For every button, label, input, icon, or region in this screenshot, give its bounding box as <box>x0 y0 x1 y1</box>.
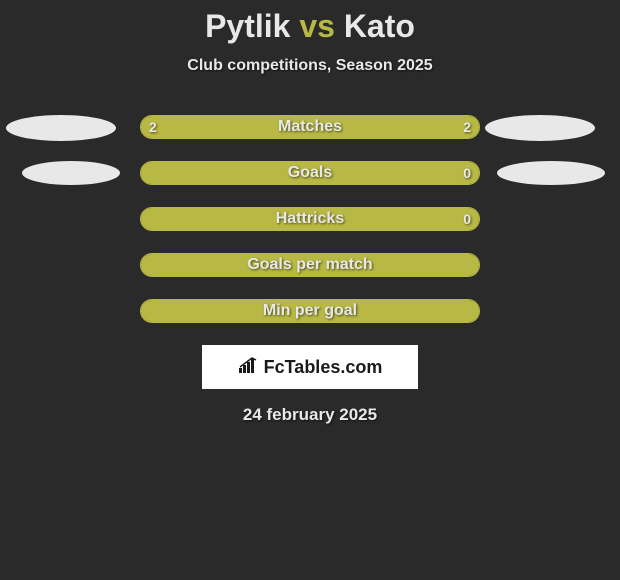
title-player-right: Kato <box>344 8 415 44</box>
stat-label: Matches <box>141 116 479 138</box>
stat-label: Hattricks <box>141 208 479 230</box>
brand-logo: FcTables.com <box>202 345 418 389</box>
date-label: 24 february 2025 <box>0 405 620 425</box>
subtitle: Club competitions, Season 2025 <box>0 57 620 75</box>
stat-bar: 0Hattricks <box>140 207 480 231</box>
stat-label: Goals per match <box>141 254 479 276</box>
brand-logo-label: FcTables.com <box>264 357 383 378</box>
stat-label: Min per goal <box>141 300 479 322</box>
stat-row: 0Hattricks <box>0 207 620 233</box>
stat-ellipse-right <box>485 115 595 141</box>
stat-ellipse-left <box>22 161 120 185</box>
title-vs: vs <box>299 8 335 44</box>
stat-bar: Min per goal <box>140 299 480 323</box>
title-player-left: Pytlik <box>205 8 290 44</box>
brand-logo-text: FcTables.com <box>238 356 383 379</box>
stat-row: 0Goals <box>0 161 620 187</box>
stat-ellipse-right <box>497 161 605 185</box>
stats-list: 22Matches 0Goals 0Hattricks Goals per match… <box>0 115 620 325</box>
stat-ellipse-left <box>6 115 116 141</box>
bar-chart-icon <box>238 356 260 379</box>
page-title: Pytlik vs Kato <box>0 8 620 45</box>
stat-row: Goals per match <box>0 253 620 279</box>
stat-bar: 0Goals <box>140 161 480 185</box>
comparison-widget: Pytlik vs Kato Club competitions, Season… <box>0 0 620 425</box>
stat-label: Goals <box>141 162 479 184</box>
stat-bar: 22Matches <box>140 115 480 139</box>
stat-row: Min per goal <box>0 299 620 325</box>
stat-row: 22Matches <box>0 115 620 141</box>
stat-bar: Goals per match <box>140 253 480 277</box>
